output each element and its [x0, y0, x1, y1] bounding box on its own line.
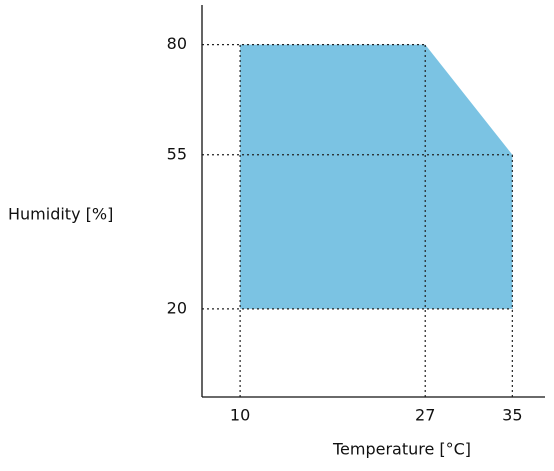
x-tick-label: 35: [502, 406, 522, 425]
operating-area: [240, 44, 513, 309]
x-tick-label: 10: [230, 406, 250, 425]
y-axis-title: Humidity [%]: [8, 205, 113, 224]
y-tick-label: 55: [167, 144, 187, 163]
x-tick-label: 27: [415, 406, 435, 425]
y-tick-label: 20: [167, 298, 187, 317]
y-tick-label: 80: [167, 34, 187, 53]
x-axis-title: Temperature [°C]: [332, 440, 471, 459]
